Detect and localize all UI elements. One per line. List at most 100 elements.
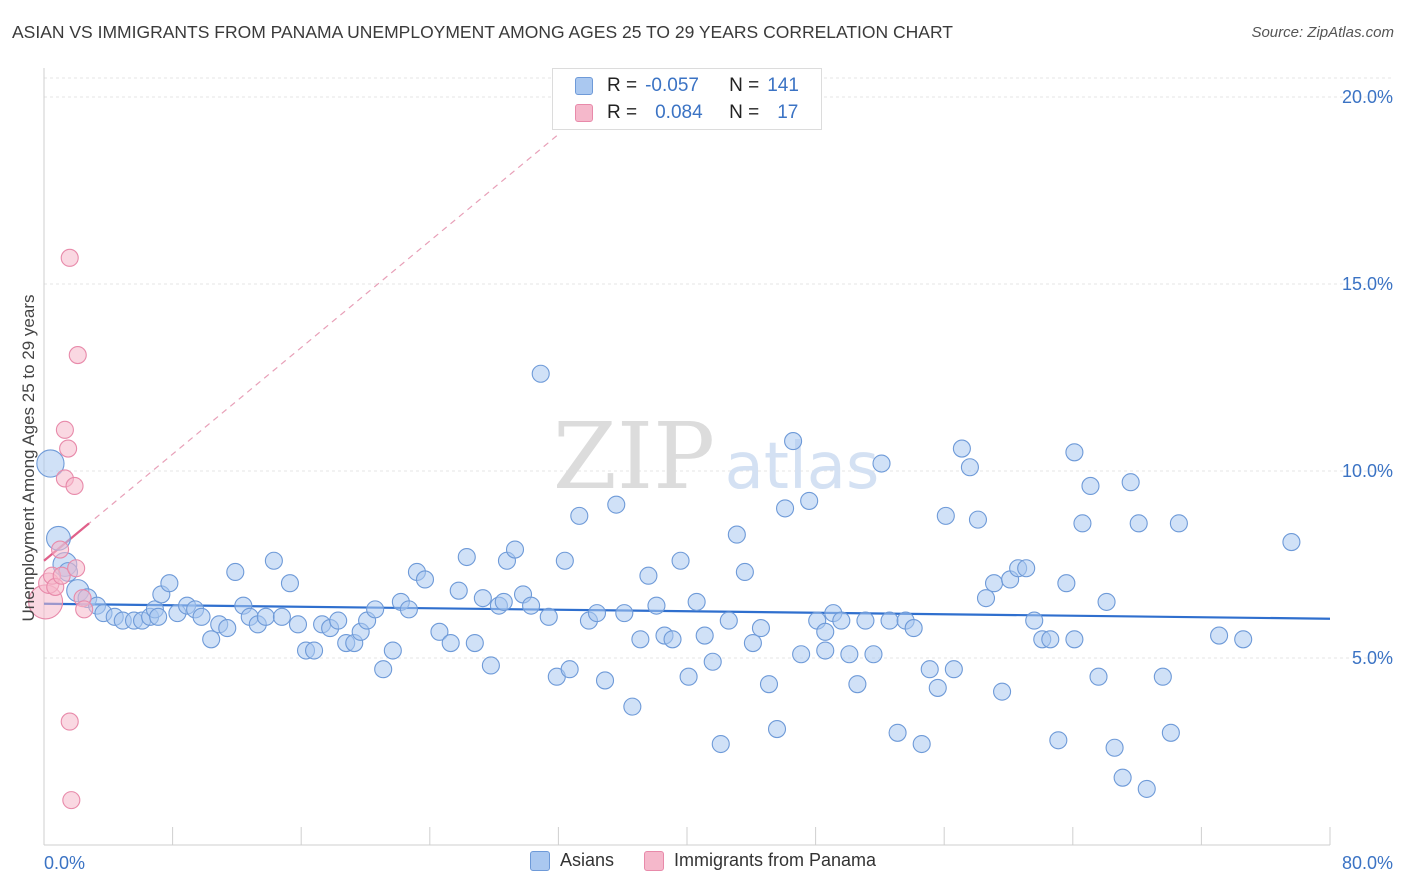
asians-point — [767, 720, 787, 739]
asians-point — [522, 596, 541, 615]
stats-swatch-asians — [575, 77, 593, 95]
asians-point — [218, 619, 237, 638]
asians-point — [1137, 779, 1156, 798]
asians-point — [539, 607, 558, 626]
asians-point — [272, 607, 291, 626]
asians-point — [595, 671, 615, 690]
asians-point — [944, 660, 963, 679]
asians-point — [904, 619, 923, 638]
asians-point — [703, 652, 722, 671]
asians-point — [928, 678, 947, 697]
asians-point — [792, 645, 811, 664]
asians-point — [631, 630, 650, 649]
asians-point — [816, 641, 835, 660]
asians-point — [735, 562, 754, 582]
asians-point — [505, 540, 525, 559]
asians-point — [465, 633, 484, 653]
x-tick-label-min: 0.0% — [44, 853, 85, 873]
panama-point — [59, 439, 78, 458]
asians-point — [226, 562, 245, 582]
asians-point — [305, 641, 324, 660]
y-tick-label: 20.0% — [1342, 87, 1393, 107]
asians-point — [960, 458, 979, 477]
asians-point — [441, 633, 460, 653]
asians-point — [457, 547, 476, 567]
gridlines — [44, 77, 1394, 659]
n-value: 141 — [767, 75, 799, 96]
n-value: 17 — [777, 102, 799, 123]
asians-point — [623, 697, 642, 716]
asians-point — [1113, 768, 1132, 787]
asians-point — [607, 495, 626, 514]
panama-point — [65, 476, 84, 496]
asians-point — [1057, 574, 1076, 593]
y-tick-label: 5.0% — [1352, 648, 1393, 668]
asians-point — [1282, 533, 1301, 552]
asians-point — [993, 682, 1012, 701]
asians-point — [872, 454, 891, 473]
panama-point — [62, 791, 81, 810]
asians-point — [1097, 592, 1116, 611]
panama-point — [75, 600, 94, 619]
asians-point — [481, 656, 500, 675]
asians-point — [687, 592, 706, 611]
data-points — [28, 248, 1301, 810]
panama-point — [60, 712, 79, 731]
y-tick-label: 10.0% — [1342, 461, 1393, 481]
stats-row-asians: R = -0.057 N = 141 — [575, 73, 799, 99]
asians-point — [374, 660, 393, 679]
asians-point — [759, 675, 779, 694]
asians-point — [920, 660, 939, 679]
asians-point — [751, 619, 770, 638]
asians-point — [1234, 630, 1253, 649]
asians-point — [952, 439, 971, 458]
asians-point — [880, 611, 899, 630]
trend-lines — [43, 133, 1331, 620]
r-label: R = — [607, 75, 638, 96]
chart-title: ASIAN VS IMMIGRANTS FROM PANAMA UNEMPLOY… — [12, 22, 953, 42]
r-value: 0.084 — [655, 102, 703, 123]
asians-point — [149, 607, 168, 626]
asians-point — [430, 622, 449, 641]
asians-point — [968, 510, 988, 529]
legend-label-panama: Immigrants from Panama — [673, 850, 877, 870]
asians-point — [570, 506, 589, 525]
y-tick-label: 15.0% — [1342, 274, 1393, 294]
legend-swatch-panama — [643, 850, 664, 871]
asians-point — [383, 641, 402, 660]
asians-point — [192, 607, 211, 626]
panama-point — [68, 346, 87, 365]
legend-item-asians[interactable]: Asians — [529, 850, 614, 871]
panama-point — [60, 248, 79, 267]
asians-point — [1129, 514, 1148, 533]
x-tick-label-max: 80.0% — [1342, 853, 1393, 873]
n-label: N = — [729, 102, 760, 123]
asians-point — [888, 723, 907, 742]
asians-point — [976, 589, 996, 608]
asians-point — [936, 506, 955, 525]
asians-point — [1153, 667, 1172, 686]
asians-point — [615, 604, 634, 623]
asians-point — [366, 600, 385, 619]
asians-point — [560, 660, 579, 679]
asians-point — [256, 607, 275, 626]
legend: Asians Immigrants from Panama — [0, 850, 1406, 871]
n-label: N = — [729, 75, 760, 96]
asians-point — [36, 449, 65, 478]
asians-point — [1161, 723, 1180, 742]
watermark-zip: ZIP — [553, 403, 715, 510]
asians-point — [816, 622, 835, 641]
legend-item-panama[interactable]: Immigrants from Panama — [643, 850, 877, 871]
legend-label-asians: Asians — [559, 850, 614, 870]
asians-point — [160, 574, 179, 593]
stats-box: R = -0.057 N = 141 R = 0.084 N = 17 — [552, 68, 822, 130]
asians-point — [1065, 630, 1084, 649]
asians-point — [984, 574, 1004, 593]
panama-point — [67, 559, 86, 578]
asians-point — [473, 589, 492, 608]
asians-point — [1073, 514, 1092, 533]
asians-point — [864, 645, 883, 664]
asians-point — [1210, 626, 1229, 645]
asians-point — [663, 630, 682, 649]
